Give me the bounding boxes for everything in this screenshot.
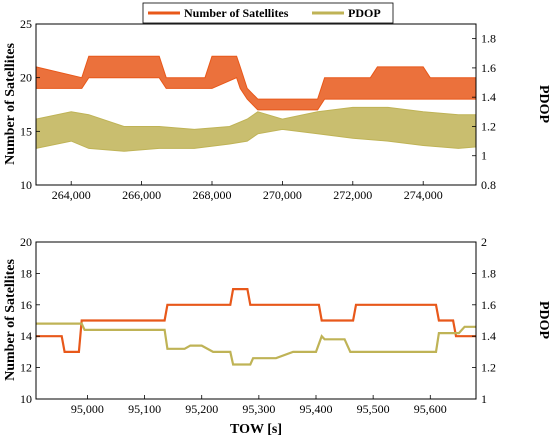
chart-top-xtick-label: 266,000 <box>122 188 161 202</box>
chart-bottom-xtick-label: 95,000 <box>71 402 104 416</box>
chart-bottom-y2tick-label: 1.2 <box>481 361 496 375</box>
chart-top-xtick-label: 270,000 <box>263 188 302 202</box>
chart-top-y2tick-label: 1.8 <box>481 32 496 46</box>
chart-top-y2tick-label: 1.6 <box>481 61 496 75</box>
chart-top-ytick-label: 10 <box>20 178 32 192</box>
chart-bottom-xtick-label: 95,400 <box>300 402 333 416</box>
chart-bottom-ytick-label: 20 <box>20 235 32 249</box>
legend-label-satellites: Number of Satellites <box>184 6 289 20</box>
chart-bottom-ytick-label: 12 <box>20 361 32 375</box>
chart-bottom-y2tick-label: 1.6 <box>481 298 496 312</box>
legend: Number of Satellites PDOP <box>142 2 394 24</box>
chart-top-y2tick-label: 1.2 <box>481 119 496 133</box>
chart-bottom-ytick-label: 10 <box>20 392 32 406</box>
chart-top-y2label: PDOP <box>536 85 550 124</box>
chart-bottom-y2tick-label: 2 <box>481 235 487 249</box>
chart-bottom-ytick-label: 16 <box>20 298 32 312</box>
chart-top-xtick-label: 272,000 <box>333 188 372 202</box>
chart-bottom-series-number-of-satellites-line <box>36 288 476 353</box>
chart-bottom-ytick-label: 18 <box>20 266 32 280</box>
chart-top-ytick-label: 20 <box>20 71 32 85</box>
chart-bottom-y2label: PDOP <box>536 301 550 340</box>
chart-top-series-pdop-band <box>35 106 477 152</box>
chart-top-ytick-label: 15 <box>20 124 32 138</box>
chart-top-y2tick-label: 0.8 <box>481 178 496 192</box>
chart-bottom-y2tick-label: 1.8 <box>481 266 496 280</box>
legend-label-pdop: PDOP <box>348 6 381 20</box>
chart-top-frame <box>35 23 477 186</box>
chart-top-xtick-label: 274,000 <box>404 188 443 202</box>
chart-top-series-number-of-satellites-band <box>35 55 477 111</box>
chart-top-xtick-label: 264,000 <box>52 188 91 202</box>
chart-top: 264,000 266,000 268,000 270,000 272,000 274,0… <box>3 17 550 202</box>
chart-bottom-y2tick-label: 1 <box>481 392 487 406</box>
chart-bottom-xtick-label: 95,600 <box>414 402 447 416</box>
chart-top-xtick-label: 268,000 <box>193 188 232 202</box>
chart-bottom-series-pdop-line <box>36 322 476 366</box>
chart-top-y2tick-label: 1 <box>481 149 487 163</box>
legend-box <box>142 2 394 24</box>
chart-bottom-xtick-label: 95,300 <box>242 402 275 416</box>
chart-top-ytick-label: 25 <box>20 17 32 31</box>
chart-bottom-xtick-label: 95,100 <box>128 402 161 416</box>
chart-bottom-xlabel: TOW [s] <box>230 422 282 437</box>
chart-bottom: 95,000 95,100 95,200 95,300 95,400 95,500 95,6… <box>3 235 550 437</box>
chart-bottom-frame <box>35 241 477 400</box>
chart-bottom-xtick-label: 95,200 <box>185 402 218 416</box>
chart-bottom-ylabel: Number of Satellites <box>3 259 18 381</box>
chart-bottom-y2tick-label: 1.4 <box>481 329 496 343</box>
chart-top-y2tick-label: 1.4 <box>481 90 496 104</box>
chart-top-ylabel: Number of Satellites <box>3 43 18 165</box>
chart-bottom-xtick-label: 95,500 <box>357 402 390 416</box>
chart-bottom-ytick-label: 14 <box>20 329 32 343</box>
